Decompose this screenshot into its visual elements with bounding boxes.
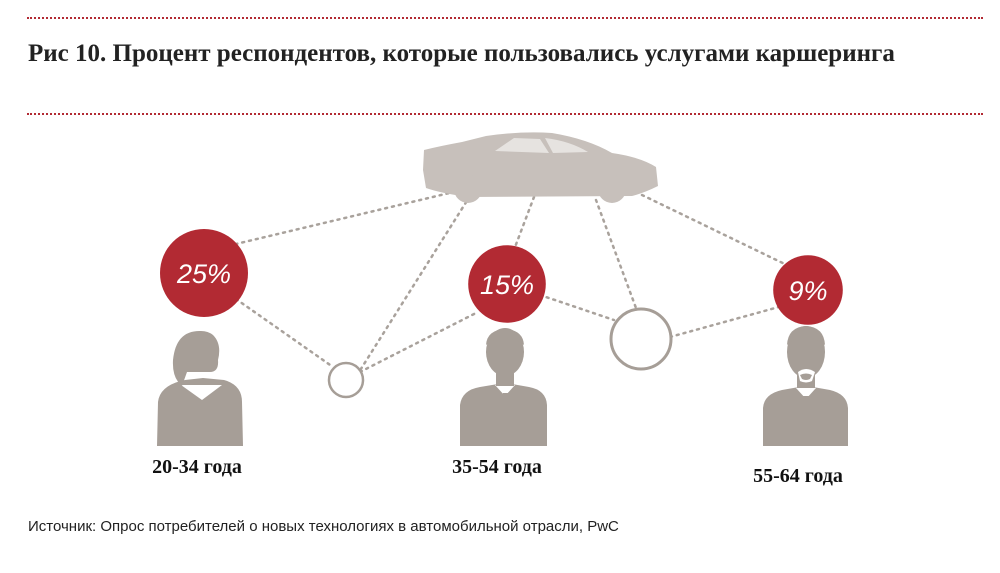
connector-line [234,297,335,369]
connector-line [594,198,638,310]
percentage-bubbles: 25% 15% 9% [160,229,843,325]
percentage-bubble [468,245,546,323]
woman-icon [157,330,243,446]
percentage-label: 9% [788,276,827,306]
hollow-node [609,307,673,371]
bearded-man-icon [763,326,848,446]
source-note: Источник: Опрос потребителей о новых тех… [28,518,619,535]
percentage-bubble [773,255,843,325]
connector-lines [234,188,797,374]
car-icon [423,132,658,203]
age-label: 20-34 года [152,456,242,478]
connector-line [358,311,478,374]
percentage-label: 15% [480,270,534,300]
connector-line [510,195,536,257]
top-dotted-rule [27,17,983,19]
age-label: 35-54 года [452,456,542,478]
chart-title: Рис 10. Процент респондентов, которые по… [28,40,895,67]
hollow-node [327,361,365,399]
connector-line [538,293,616,322]
percentage-bubble [160,229,248,317]
man-icon [460,328,547,446]
bottom-dotted-rule [27,113,983,115]
connector-line [640,193,797,271]
connector-line [234,188,464,246]
age-label: 55-64 года [753,465,843,487]
connector-line [357,194,472,374]
percentage-label: 25% [176,259,231,289]
connector-line [668,303,788,339]
